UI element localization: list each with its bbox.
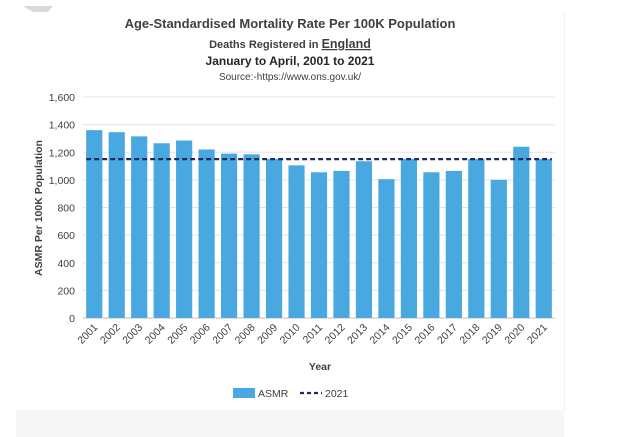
bars [86, 130, 552, 318]
y-tick-labels: 0 200 400 600 800 1,000 1,200 1,400 1,600 [49, 92, 75, 325]
y-tick-label: 800 [57, 203, 75, 215]
x-tick-label: 2005 [165, 322, 190, 347]
bar-2006 [198, 149, 215, 318]
x-tick-label: 2002 [98, 322, 123, 347]
x-tick-label: 2014 [368, 322, 393, 347]
bar-2005 [176, 140, 193, 318]
bar-2004 [153, 143, 170, 318]
chart-source: Source:-https://www.ons.gov.uk/ [219, 72, 361, 83]
legend-label-2021: 2021 [325, 388, 349, 400]
y-tick-label: 1,600 [49, 92, 75, 104]
x-tick-label: 2006 [188, 322, 213, 347]
x-tick-label: 2016 [412, 322, 437, 347]
bar-2019 [490, 179, 507, 318]
x-tick-label: 2009 [255, 322, 280, 347]
x-tick-label: 2007 [210, 322, 235, 347]
bar-2010 [288, 165, 305, 318]
chart-subtitle-dates: January to April, 2001 to 2021 [206, 54, 375, 68]
y-axis-label: ASMR Per 100K Population [33, 140, 45, 276]
bar-2016 [423, 172, 440, 318]
x-tick-label: 2004 [143, 322, 168, 347]
bar-2001 [86, 130, 103, 318]
chart-subtitle: Deaths Registered in England [209, 37, 371, 51]
legend: ASMR 2021 [233, 388, 349, 400]
bar-2011 [310, 172, 328, 318]
bar-2007 [221, 153, 238, 318]
x-tick-label: 2003 [120, 322, 145, 347]
bar-2003 [131, 136, 148, 318]
bar-2008 [243, 154, 260, 318]
y-tick-label: 1,000 [49, 175, 75, 187]
bar-2018 [468, 159, 485, 318]
legend-label-asmr: ASMR [258, 388, 289, 400]
bar-2002 [108, 132, 125, 318]
x-tick-label: 2008 [233, 322, 258, 347]
x-tick-label: 2019 [480, 322, 505, 347]
x-tick-label: 2018 [457, 322, 482, 347]
y-tick-label: 1,200 [49, 147, 75, 159]
bar-2014 [378, 179, 395, 318]
x-tick-label: 2012 [323, 322, 348, 347]
chart-subtitle-prefix: Deaths Registered in [209, 39, 321, 51]
footer-strip [16, 410, 564, 437]
x-tick-label: 2017 [435, 322, 460, 347]
y-tick-label: 200 [57, 285, 75, 297]
bar-2013 [355, 161, 373, 318]
chart-subtitle-highlight: England [322, 37, 371, 51]
legend-swatch-asmr [233, 388, 255, 398]
bar-2015 [400, 159, 417, 318]
bar-2020 [513, 146, 530, 318]
x-tick-label: 2020 [502, 322, 527, 347]
x-tick-label: 2013 [345, 322, 370, 347]
y-tick-label: 600 [57, 230, 75, 242]
bar-2009 [265, 159, 283, 318]
x-tick-labels: 2001200220032004200520062007200820092010… [75, 322, 550, 347]
x-tick-label: 2001 [75, 322, 100, 347]
y-tick-label: 400 [57, 258, 75, 270]
x-tick-label: 2011 [301, 322, 326, 347]
bar-2021 [535, 159, 552, 318]
x-tick-label: 2010 [278, 322, 303, 347]
chart-title: Age-Standardised Mortality Rate Per 100K… [125, 16, 456, 31]
x-axis-label: Year [309, 361, 331, 373]
bar-2017 [445, 170, 462, 318]
x-tick-label: 2021 [525, 322, 550, 347]
y-tick-label: 0 [69, 313, 75, 325]
y-tick-label: 1,400 [49, 120, 75, 132]
bar-2012 [333, 170, 350, 318]
x-tick-label: 2015 [390, 322, 415, 347]
